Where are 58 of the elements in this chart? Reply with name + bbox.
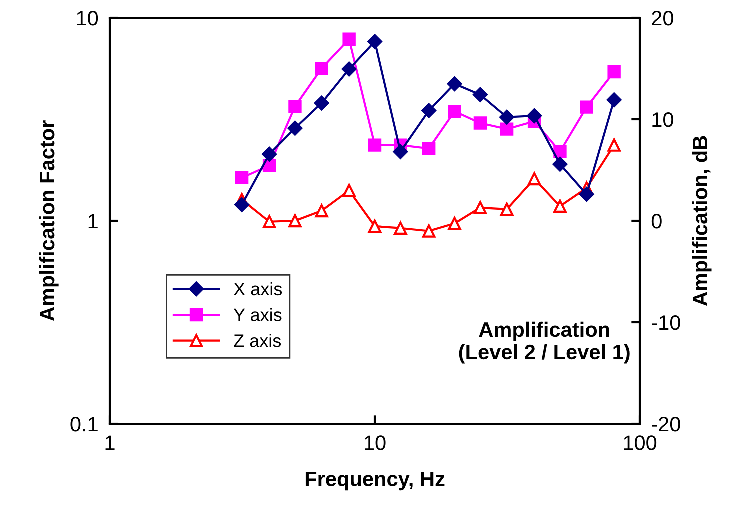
legend-label: Y axis [234, 308, 282, 322]
point [606, 92, 622, 108]
point [552, 156, 568, 172]
x-tick-label: 10 [365, 436, 386, 450]
point [234, 198, 250, 212]
point [394, 222, 408, 235]
y2-tick-label: 20 [652, 11, 674, 26]
point [262, 146, 277, 162]
point [500, 122, 514, 136]
point [422, 142, 436, 156]
point [368, 138, 382, 152]
point [342, 62, 357, 77]
x-tick-label: 100 [624, 436, 657, 450]
point [368, 220, 382, 234]
point [528, 172, 542, 186]
y-tick-label: 0.1 [70, 417, 98, 432]
y-tick-label: 10 [77, 11, 98, 26]
point [235, 171, 249, 185]
y2-tick-label: 0 [652, 214, 662, 229]
legend-label: Z axis [234, 334, 282, 348]
y2-tick-label: -20 [652, 417, 680, 432]
point [422, 224, 436, 238]
point [448, 104, 462, 118]
point [474, 116, 488, 130]
legend-label: X axis [234, 282, 282, 296]
point [579, 187, 594, 202]
x-axis-title: Frequency, Hz [306, 472, 445, 491]
point [580, 100, 594, 114]
x-tick-label: 1 [106, 436, 115, 450]
point [608, 138, 621, 152]
point [527, 108, 542, 124]
y-tick-label: 1 [88, 214, 98, 229]
point [474, 201, 488, 215]
point [314, 96, 330, 111]
point [554, 145, 567, 158]
point [500, 202, 514, 216]
point [315, 204, 328, 218]
point [393, 144, 408, 160]
point [288, 100, 302, 114]
point [368, 34, 382, 50]
point [448, 217, 462, 230]
annotation: Amplification (Level 2 / Level 1) [459, 322, 630, 364]
point [342, 184, 356, 198]
y2-tick-label: -10 [652, 316, 680, 330]
point [500, 110, 514, 125]
point [262, 215, 276, 228]
y2-axis-title: Amplification, dB [692, 136, 712, 306]
point [608, 65, 621, 79]
point [422, 103, 437, 118]
y-axis-title: Amplification Factor [39, 120, 59, 322]
point [342, 32, 356, 46]
y2-tick-label: 10 [652, 112, 674, 128]
point [554, 200, 567, 214]
point [288, 214, 302, 228]
point [473, 87, 488, 102]
point [447, 76, 462, 92]
point [288, 120, 303, 136]
point [315, 62, 328, 76]
